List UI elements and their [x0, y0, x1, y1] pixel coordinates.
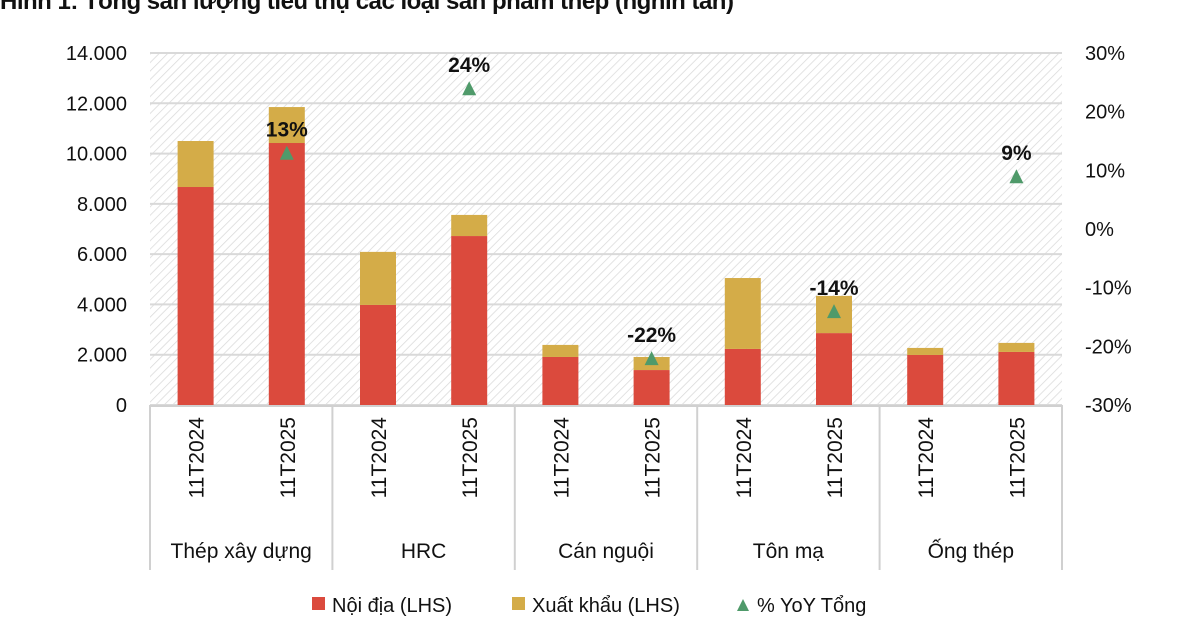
category-label: 11T2025	[642, 417, 665, 498]
y2-tick-label: -10%	[1085, 278, 1132, 300]
group-label: Tôn mạ	[753, 540, 825, 563]
bar-noi-dia	[268, 143, 305, 406]
y-tick-label: 4.000	[77, 294, 127, 316]
legend-swatch	[312, 597, 325, 610]
y2-tick-label: 20%	[1085, 102, 1125, 124]
category-label: 11T2025	[1006, 417, 1029, 498]
group-label: Cán nguội	[558, 540, 654, 563]
legend-label: Nội địa (LHS)	[332, 595, 452, 617]
y-tick-label: 2.000	[77, 345, 127, 367]
yoy-marker	[827, 304, 841, 319]
group-label: Thép xây dựng	[171, 540, 312, 563]
bar-noi-dia	[724, 348, 761, 405]
group-label: Ống thép	[928, 539, 1014, 563]
bar-xuat-khau	[360, 251, 396, 305]
y-tick-label: 14.000	[66, 43, 127, 65]
bar-noi-dia	[542, 356, 579, 405]
bar-xuat-khau	[268, 107, 305, 144]
legend-label: % YoY Tổng	[757, 595, 866, 617]
yoy-data-label: -14%	[809, 277, 858, 300]
y2-tick-label: 10%	[1085, 160, 1125, 182]
bar-xuat-khau	[724, 278, 761, 349]
bar-xuat-khau	[998, 342, 1035, 352]
bar-noi-dia	[633, 370, 670, 405]
yoy-marker	[644, 351, 659, 366]
bar-xuat-khau	[177, 141, 214, 188]
y2-tick-label: -20%	[1085, 336, 1132, 358]
category-label: 11T2024	[550, 417, 573, 499]
yoy-data-label: 9%	[1001, 142, 1032, 165]
legend-swatch	[512, 597, 525, 610]
category-label: 11T2025	[459, 417, 482, 498]
yoy-marker	[462, 81, 477, 96]
bar-noi-dia	[998, 351, 1035, 405]
bar-xuat-khau	[451, 214, 488, 237]
bar-noi-dia	[907, 354, 944, 405]
legend-triangle-icon	[737, 599, 749, 611]
y-tick-label: 8.000	[77, 194, 127, 216]
y-tick-label: 0	[116, 395, 127, 417]
category-label: 11T2024	[368, 417, 391, 499]
bar-noi-dia	[451, 236, 488, 405]
legend-label: Xuất khẩu (LHS)	[532, 595, 680, 617]
bar-noi-dia	[360, 304, 396, 405]
y-tick-label: 10.000	[66, 144, 127, 166]
bar-xuat-khau	[907, 347, 944, 355]
category-label: 11T2024	[915, 417, 938, 499]
yoy-marker	[1009, 169, 1024, 184]
category-label: 11T2024	[186, 417, 209, 499]
y-tick-label: 6.000	[77, 244, 127, 266]
y-tick-label: 12.000	[66, 93, 127, 115]
bar-noi-dia	[816, 333, 852, 405]
y2-tick-label: 0%	[1085, 219, 1114, 241]
yoy-data-label: 13%	[266, 119, 308, 142]
category-label: 11T2024	[733, 417, 756, 499]
group-label: HRC	[401, 540, 447, 563]
yoy-data-label: -22%	[627, 324, 676, 347]
bar-xuat-khau	[542, 344, 579, 357]
category-label: 11T2025	[277, 417, 300, 498]
chart-title: Hình 1: Tổng sản lượng tiêu thụ các loại…	[0, 0, 734, 15]
category-label: 11T2025	[824, 417, 847, 498]
yoy-marker	[279, 145, 294, 160]
y2-tick-label: -30%	[1085, 395, 1132, 417]
yoy-data-label: 24%	[448, 54, 490, 77]
bar-noi-dia	[177, 187, 214, 405]
y2-tick-label: 30%	[1085, 43, 1125, 65]
